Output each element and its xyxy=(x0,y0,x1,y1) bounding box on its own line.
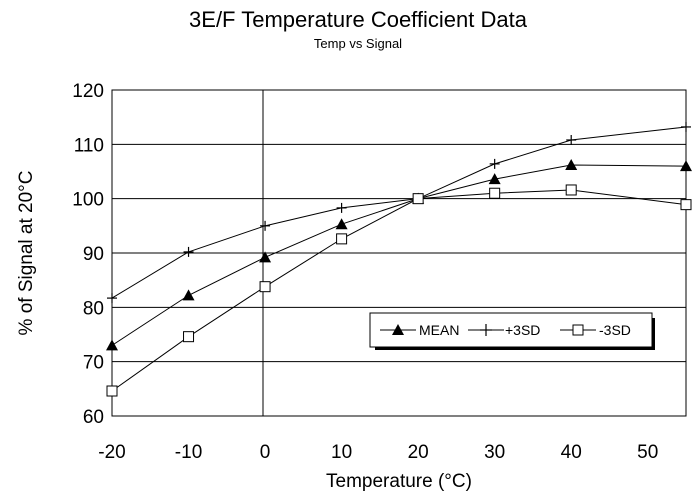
data-point-MEAN-10 xyxy=(335,218,348,230)
legend-label-mean: MEAN xyxy=(419,322,459,338)
y-axis-ticks: 60 70 80 90 100 110 120 xyxy=(72,81,104,428)
data-point-+3SD-0 xyxy=(260,220,271,231)
data-point-MEAN-40 xyxy=(565,158,578,170)
data-point-+3SD-40 xyxy=(566,134,577,145)
series-line-MEAN xyxy=(111,164,687,346)
series-group xyxy=(106,121,692,397)
x-tick-label: -20 xyxy=(98,442,125,463)
legend-label-plus3sd: +3SD xyxy=(505,322,540,338)
legend-label-minus3sd: -3SD xyxy=(599,322,631,338)
data-point-+3SD--10 xyxy=(183,246,194,257)
chart-subtitle: Temp vs Signal xyxy=(314,36,402,51)
data-point--3SD-20 xyxy=(412,193,424,205)
data-point--3SD-40 xyxy=(565,184,577,196)
legend-shadow xyxy=(652,318,655,350)
data-point-MEAN--10 xyxy=(182,289,195,301)
y-tick-label: 120 xyxy=(72,81,104,102)
data-point--3SD-0 xyxy=(259,281,271,293)
legend: MEAN +3SD -3SD xyxy=(369,312,655,350)
data-point--3SD--10 xyxy=(183,331,195,343)
x-tick-label: 10 xyxy=(331,442,352,463)
series-line--3SD xyxy=(111,189,687,392)
y-tick-label: 100 xyxy=(72,190,104,211)
y-tick-label: 70 xyxy=(83,353,104,374)
x-tick-label: 30 xyxy=(484,442,505,463)
y-tick-label: 110 xyxy=(74,135,104,156)
x-tick-label: 40 xyxy=(561,442,582,463)
x-axis-ticks: -20 -10 0 10 20 30 40 50 xyxy=(98,442,658,463)
data-point-+3SD-55 xyxy=(681,121,691,132)
plot-area-border xyxy=(111,89,687,417)
data-point-MEAN-0 xyxy=(259,251,272,263)
data-point-+3SD-10 xyxy=(336,202,347,213)
data-point-+3SD--20 xyxy=(107,293,117,304)
x-tick-label: 50 xyxy=(637,442,658,463)
legend-marker-mean xyxy=(392,324,404,335)
y-axis-label: % of Signal at 20°C xyxy=(16,171,37,336)
grid-lines xyxy=(112,89,686,417)
x-axis-label: Temperature (°C) xyxy=(326,471,472,492)
y-tick-label: 60 xyxy=(83,407,104,428)
x-tick-label: 20 xyxy=(408,442,429,463)
series-line-+3SD xyxy=(111,126,687,299)
y-tick-label: 90 xyxy=(83,244,104,265)
data-point--3SD-55 xyxy=(680,199,692,211)
data-point-MEAN-30 xyxy=(488,173,501,185)
data-point-+3SD-30 xyxy=(489,158,500,169)
data-point-MEAN--20 xyxy=(106,339,118,351)
legend-shadow-bottom xyxy=(375,347,655,350)
legend-marker-minus3sd xyxy=(572,324,584,336)
data-point--3SD--20 xyxy=(106,385,118,397)
data-point--3SD-30 xyxy=(489,187,501,199)
x-tick-label: -10 xyxy=(175,442,202,463)
data-point--3SD-10 xyxy=(336,233,348,245)
y-tick-label: 80 xyxy=(83,298,104,319)
chart-title: 3E/F Temperature Coefficient Data xyxy=(189,7,528,32)
x-tick-label: 0 xyxy=(260,442,271,463)
data-point-MEAN-55 xyxy=(680,160,692,172)
